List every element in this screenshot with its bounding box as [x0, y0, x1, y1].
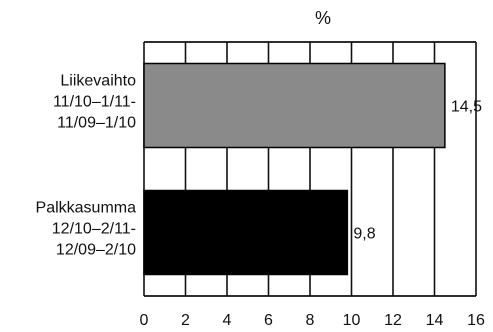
value-label-1: 9,8 — [353, 226, 375, 243]
category-label-1-line-1: 12/10–2/11- — [52, 221, 136, 238]
category-label-1-line-0: Palkkasumma — [36, 200, 137, 217]
x-tick-label-7: 14 — [426, 312, 444, 329]
category-label-1-line-2: 12/09–2/10 — [56, 242, 136, 259]
value-label-0: 14,5 — [451, 99, 482, 116]
x-tick-label-8: 16 — [467, 312, 485, 329]
x-tick-label-1: 2 — [181, 312, 190, 329]
x-tick-label-3: 6 — [264, 312, 273, 329]
x-tick-label-2: 4 — [223, 312, 232, 329]
category-label-1: Palkkasumma 12/10–2/11- 12/09–2/10 — [36, 200, 137, 259]
category-label-0: Liikevaihto 11/10–1/11- 11/09–1/10 — [53, 73, 136, 132]
category-label-0-line-1: 11/10–1/11- — [53, 94, 136, 111]
bars: 14,5 9,8 — [143, 62, 482, 276]
category-label-0-line-2: 11/09–1/10 — [57, 115, 136, 132]
bar-1 — [143, 189, 349, 276]
x-axis-ticks: 0 2 4 6 8 10 12 14 16 — [140, 312, 485, 329]
category-label-0-line-0: Liikevaihto — [60, 73, 136, 90]
bar-0 — [143, 62, 446, 149]
x-tick-label-4: 8 — [306, 312, 315, 329]
chart-title: % — [315, 8, 331, 28]
x-tick-label-0: 0 — [140, 312, 149, 329]
x-tick-label-6: 12 — [384, 312, 402, 329]
category-labels: Liikevaihto 11/10–1/11- 11/09–1/10 Palkkasu… — [36, 73, 137, 259]
x-tick-label-5: 10 — [343, 312, 361, 329]
